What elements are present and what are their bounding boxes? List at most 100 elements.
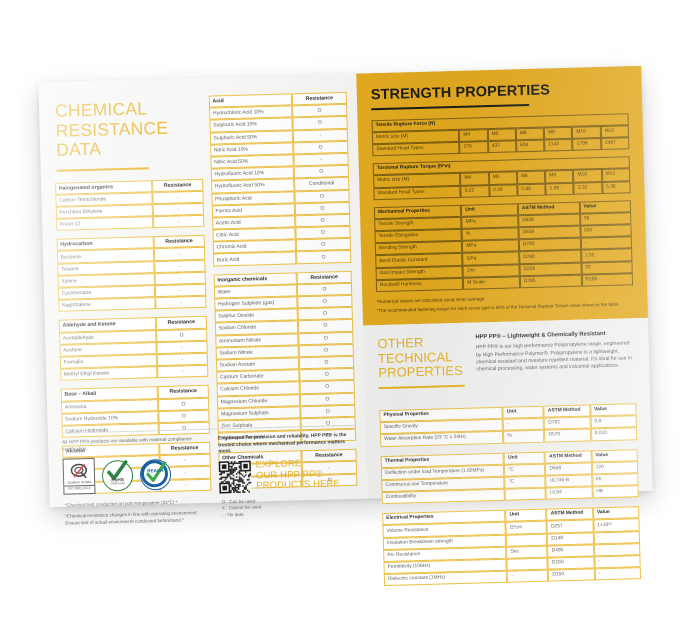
cell-chemical-name: Freon 12 xyxy=(56,216,154,232)
cell-1: - xyxy=(502,417,545,432)
cell-value: 3.32 xyxy=(573,181,603,195)
cell-metric-size: M12 xyxy=(600,125,630,139)
other-intro-body: HPP PP® is our high performance Polyprop… xyxy=(475,340,632,373)
cell-2: UL94 xyxy=(545,486,593,500)
cell-value: 0.59 xyxy=(488,183,518,197)
cell-2: D570 xyxy=(544,428,591,443)
cell-1 xyxy=(506,557,549,571)
left-panel-footer: All HPP PP® products are available with … xyxy=(61,416,358,498)
cell-value: 1143 xyxy=(544,138,573,152)
cell-1: Sec xyxy=(506,545,548,559)
cell-0: Dielectric constant (1MHz) xyxy=(383,570,508,587)
cta-line-3[interactable]: PRODUCTS HERE xyxy=(256,478,341,492)
page-title: CHEMICAL RESISTANCE DATA xyxy=(54,98,169,160)
cell-metric-size: M6 xyxy=(515,127,545,141)
cell-value: 0.22 xyxy=(460,184,490,198)
brochure-sheet: CHEMICAL RESISTANCE DATA Halogenated org… xyxy=(38,65,653,587)
rohs-badge-icon: RoHS COMPLIANT xyxy=(101,459,134,492)
cell-3: 0.010 xyxy=(590,427,638,441)
table-electrical-properties: Electrical Properties Unit ASTM Method Valu… xyxy=(382,506,642,587)
table-mechanical-properties: Mechanical Properties Unit ASTM Method Valu… xyxy=(373,199,634,293)
cell-0: Water Absorption Rate (23 °C x 24Hr) xyxy=(380,431,504,447)
cell-metric-size: M6 xyxy=(516,170,546,184)
cell-value: 1.58 xyxy=(545,182,575,196)
cell-value: 0.89 xyxy=(517,183,546,197)
cell-chemical-name: Boric Acid xyxy=(213,251,297,267)
iso-9001-badge-icon: Qualitas Veritas ISO 9001:2015 xyxy=(62,458,96,496)
qualitas-veritas-q-icon xyxy=(70,463,88,478)
cell-metric-size: M4 xyxy=(459,128,488,142)
cell-resistance-value: - xyxy=(152,214,205,229)
row-label-standard-head: Standard Head Types xyxy=(373,185,462,200)
cell-1 xyxy=(504,487,547,502)
cell-metric-size: M8 xyxy=(543,126,573,140)
cell-metric-size: M10 xyxy=(573,169,602,183)
other-title-block: OTHER TECHNICAL PROPERTIES xyxy=(377,335,470,390)
cell-resistance-value: - xyxy=(154,295,207,310)
cell-resistance-value: - xyxy=(156,364,209,379)
cell-2: D150 xyxy=(548,568,595,582)
cell-metric-size: M5 xyxy=(488,171,518,185)
reach-label: REACH xyxy=(147,467,164,474)
cell-metric-size: M4 xyxy=(460,172,489,186)
chemical-resistance-panel: CHEMICAL RESISTANCE DATA Halogenated org… xyxy=(38,73,368,525)
reach-badge-icon: REACH xyxy=(139,458,172,491)
cell-metric-size: M8 xyxy=(545,170,574,184)
col-header-1: Unit xyxy=(505,508,547,523)
cell-1: °C xyxy=(504,475,546,489)
properties-panel: STRENGTH PROPERTIES Tensile Rupture Forc… xyxy=(356,65,653,587)
qr-cta-row[interactable]: EXPLORE OUR HPP PP® PRODUCTS HERE xyxy=(218,458,358,494)
footer-divider xyxy=(61,424,356,434)
other-properties-tables: Physical Properties Unit ASTM Method Value S… xyxy=(365,403,655,606)
table-row: Naphthalene - xyxy=(58,295,207,313)
table-acid: Acid Resistance Hydrochloric Acid 10% O Sulp… xyxy=(208,91,352,267)
rohs-check-icon xyxy=(107,460,128,481)
table-row: Boric Acid O xyxy=(213,250,352,267)
resistance-legend: O : Can be used X : Cannot be used - : N… xyxy=(222,496,359,519)
strength-properties-block: STRENGTH PROPERTIES Tensile Rupture Forc… xyxy=(356,65,648,326)
note-room-temperature: *Chemical test conducted at room tempera… xyxy=(64,499,178,508)
iso-badge-line2: ISO 9001:2015 xyxy=(64,484,95,491)
other-intro-heading: HPP PP® – Lightweight & Chemically Resis… xyxy=(475,331,606,341)
cell-3: - xyxy=(594,567,642,581)
cell-value: 2497 xyxy=(600,137,630,151)
cell-value: 1706 xyxy=(572,138,602,151)
other-title: OTHER TECHNICAL PROPERTIES xyxy=(377,335,464,381)
cell-1: M Scale xyxy=(463,276,521,290)
table-torsional-rupture-torque: Torsional Rupture Torque (N*m) Metric siz… xyxy=(372,156,631,200)
iso-badge-line1: Qualitas Veritas xyxy=(67,479,92,485)
cell-value: 437 xyxy=(487,140,517,154)
cta-text[interactable]: EXPLORE OUR HPP PP® PRODUCTS HERE xyxy=(256,458,340,492)
promo-block: Engineered for precision and reliability… xyxy=(217,433,358,494)
table-aldehyde-ketone: Aldehyde and Ketone Resistance Acetaldehyd… xyxy=(58,316,209,382)
cell-1 xyxy=(506,533,548,547)
promo-text: Engineered for precision and reliability… xyxy=(217,433,347,455)
table-physical-properties: Physical Properties Unit ASTM Method Value S… xyxy=(379,403,638,447)
table-hydrocarbon: Hydrocarbon Resistance Benzene - Toluene - Xyl… xyxy=(56,235,207,313)
certification-badges: Qualitas Veritas ISO 9001:2015 RoHS COMP… xyxy=(62,455,212,496)
other-technical-intro: OTHER TECHNICAL PROPERTIES HPP PP® – Lig… xyxy=(363,318,651,402)
table-row: Freon 12- xyxy=(56,214,205,232)
table-thermal-properties: Thermal Properties Unit ASTM Method Value De… xyxy=(380,448,639,505)
cell-2: D785 xyxy=(519,274,582,289)
other-title-underline xyxy=(378,384,465,390)
cell-0: Combustibility xyxy=(381,488,506,505)
qr-code-icon[interactable] xyxy=(218,460,252,494)
cell-metric-size: M10 xyxy=(572,125,601,139)
cell-1: °C xyxy=(504,463,546,477)
cell-value: 634 xyxy=(516,139,545,153)
strength-title-underline xyxy=(371,103,530,110)
other-intro-text: HPP PP® – Lightweight & Chemically Resis… xyxy=(469,331,635,387)
cell-chemical-name: Methyl Ethyl Ketone xyxy=(60,366,158,382)
table-halogenated-organics: Halogenated organics Resistance Carbon Tet… xyxy=(55,178,205,232)
cell-metric-size: M12 xyxy=(601,168,631,182)
certification-block: All HPP PP® products are available with … xyxy=(62,437,211,498)
certification-text: All HPP PP® products are available with … xyxy=(62,437,192,453)
rohs-sublabel: COMPLIANT xyxy=(110,481,126,486)
cell-value: 5.36 xyxy=(601,180,631,194)
title-underline xyxy=(56,166,149,172)
cell-chemical-name: Naphthalene xyxy=(58,297,156,313)
cell-1: - xyxy=(507,569,549,584)
cell-3: HB xyxy=(592,485,639,499)
table-tensile-rupture-force: Tensile Rupture Force (N) Metric size (M)… xyxy=(371,112,630,157)
